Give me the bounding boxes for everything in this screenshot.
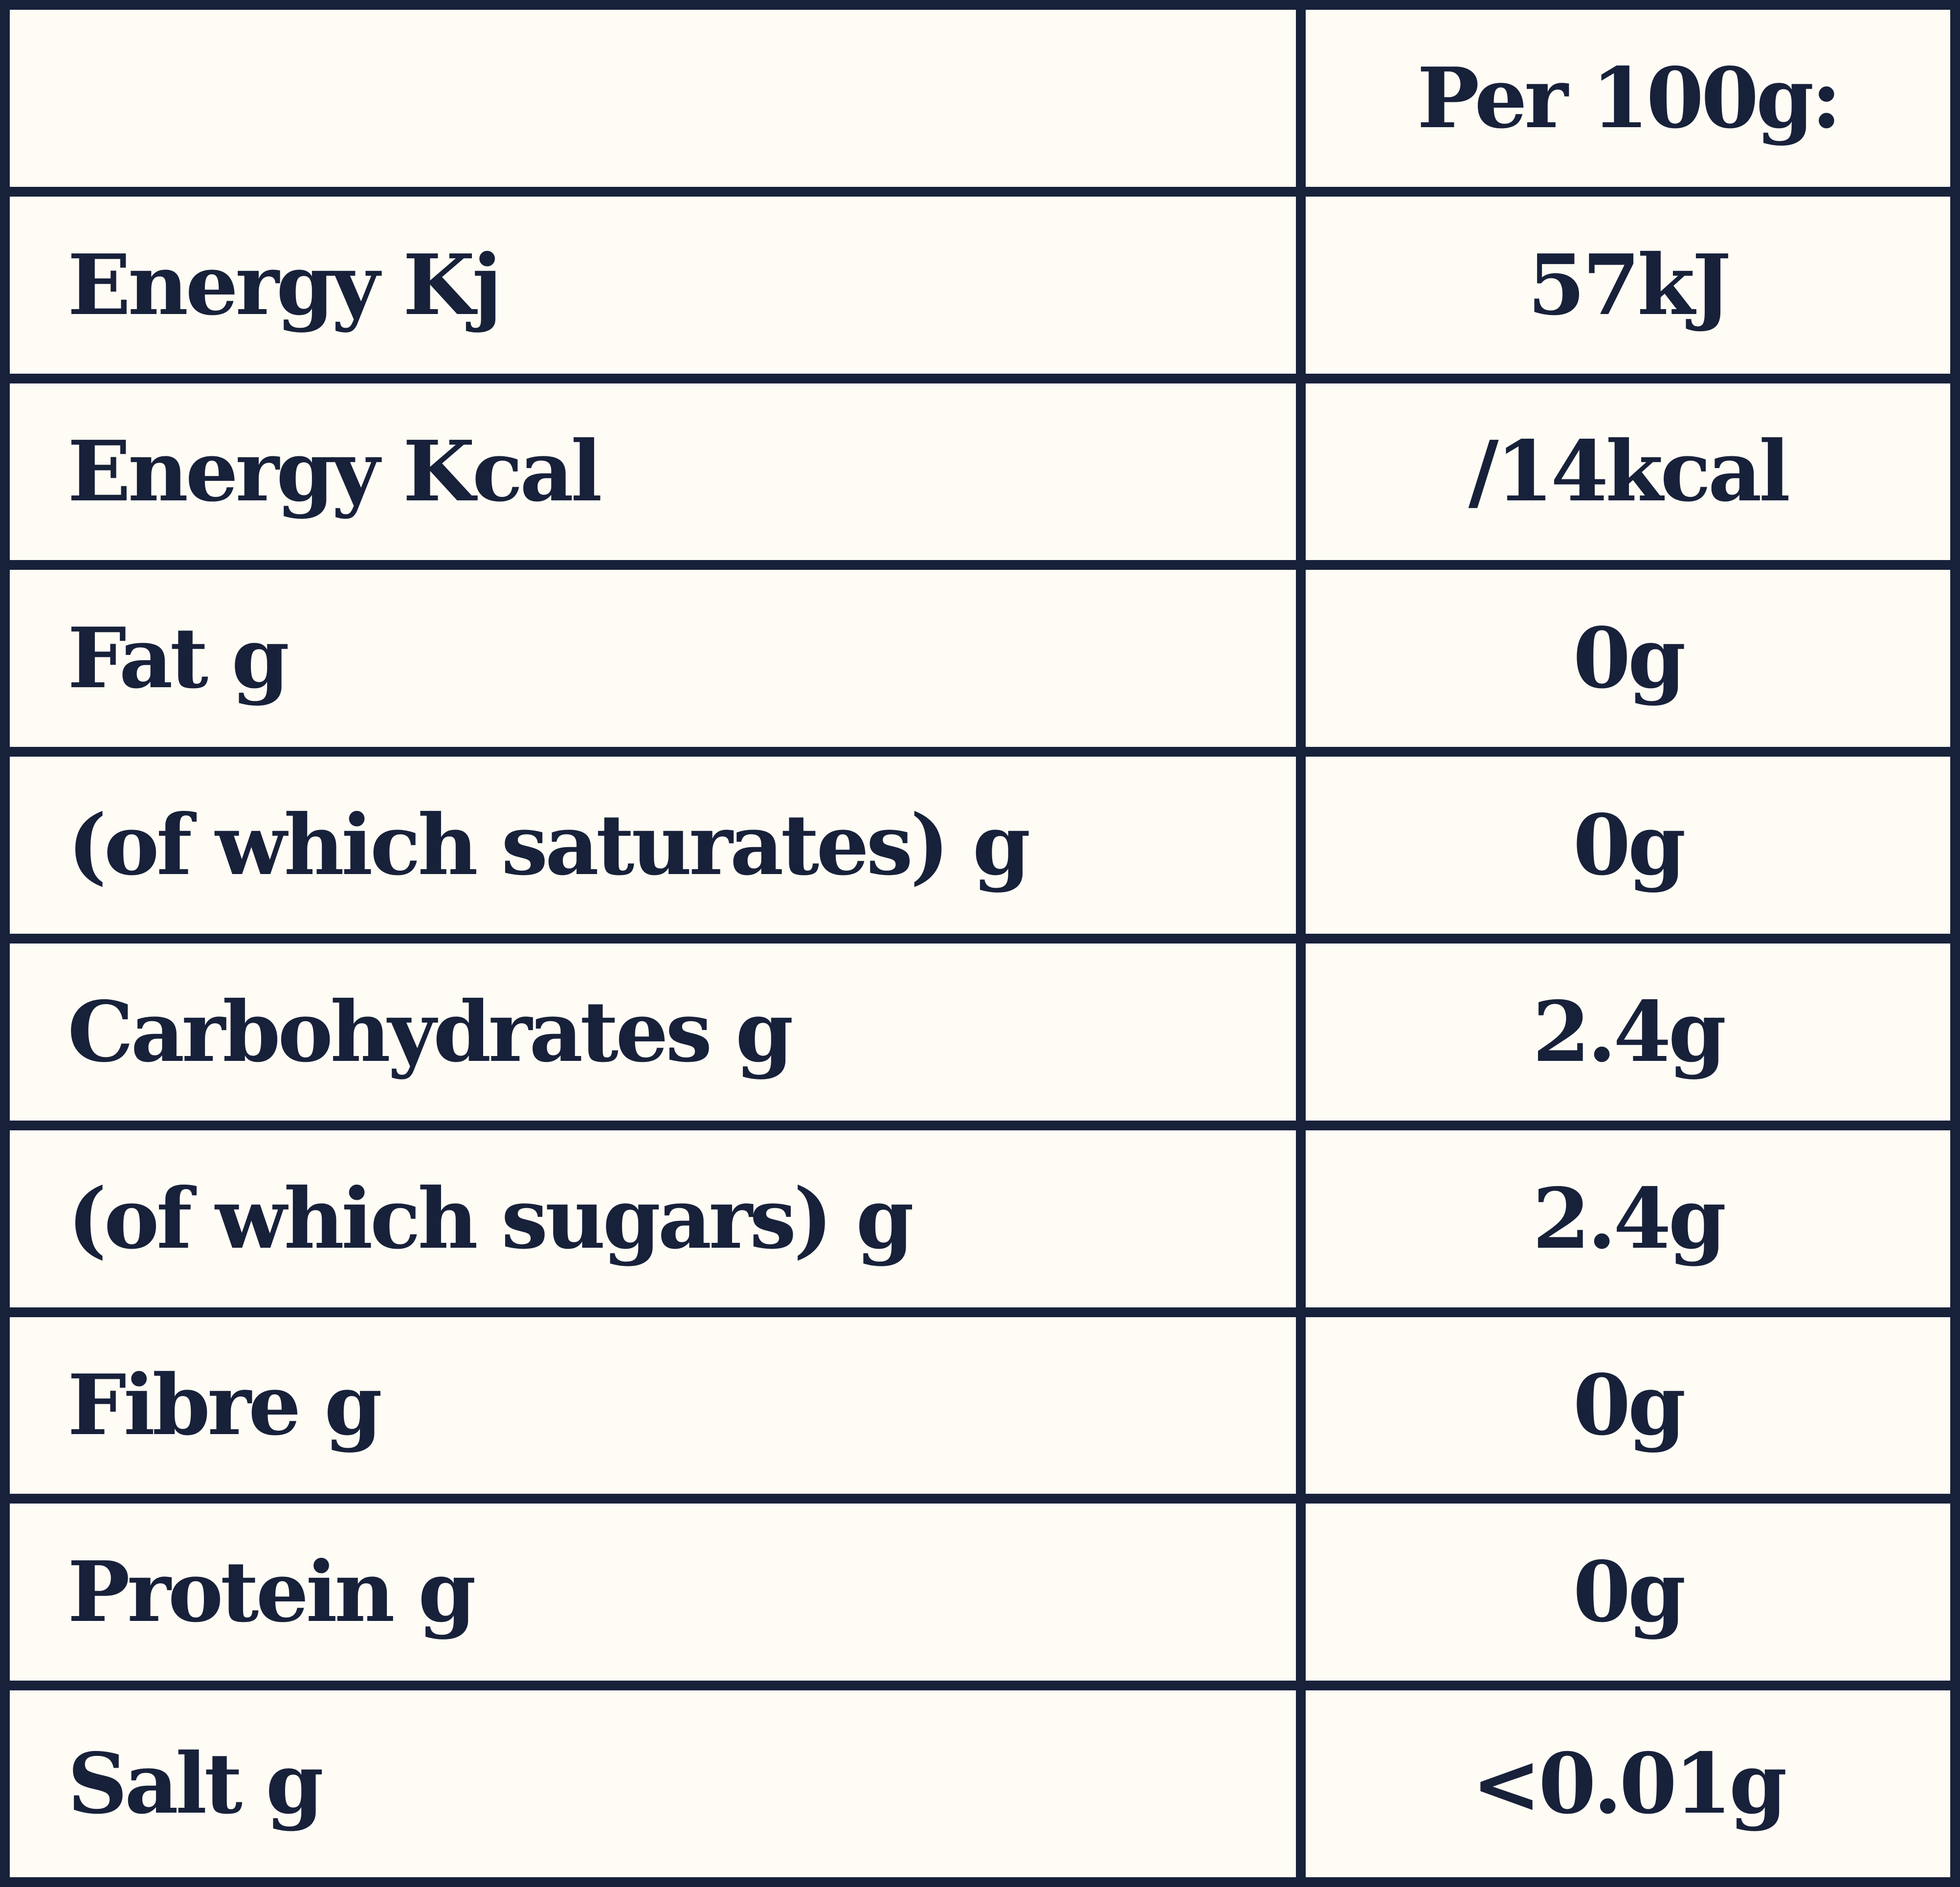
nutrient-value: 0g: [1306, 570, 1950, 757]
header-per-100g: Per 100g:: [1306, 10, 1950, 197]
nutrient-label: (of which saturates) g: [10, 757, 1306, 944]
nutrient-label: Energy Kcal: [10, 383, 1306, 570]
nutrient-value: 0g: [1306, 757, 1950, 944]
nutrient-label: Salt g: [10, 1690, 1306, 1877]
nutrient-value: 0g: [1306, 1504, 1950, 1691]
nutrient-value: 0g: [1306, 1317, 1950, 1504]
nutrient-value: 2.4g: [1306, 1130, 1950, 1317]
header-label-cell: [10, 10, 1306, 197]
nutrient-value: 2.4g: [1306, 944, 1950, 1130]
nutrient-label: Protein g: [10, 1504, 1306, 1691]
nutrient-label: Carbohydrates g: [10, 943, 1306, 1130]
nutrient-value: <0.01g: [1471, 1735, 1787, 1833]
nutrient-label: Fat g: [10, 570, 1306, 757]
nutrient-label: (of which sugars) g: [10, 1130, 1306, 1317]
nutrient-label: Fibre g: [10, 1317, 1306, 1504]
nutrient-value: 57kJ: [1306, 197, 1950, 383]
nutrient-value: /14kcal: [1306, 383, 1950, 570]
nutrient-label: Energy Kj: [10, 196, 1306, 383]
